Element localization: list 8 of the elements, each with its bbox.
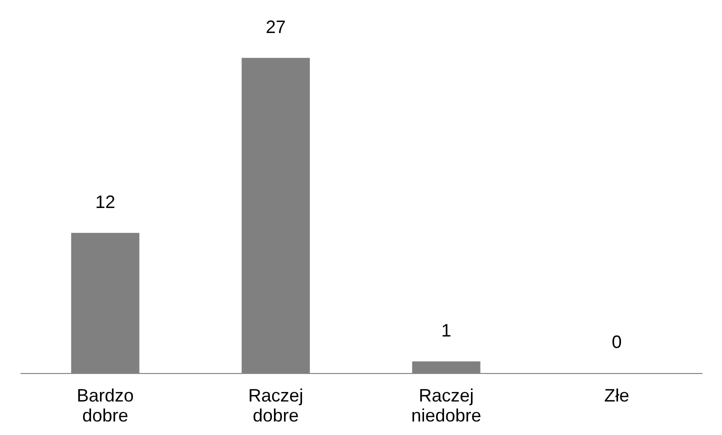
x-tick-label: Raczej dobre	[248, 386, 304, 426]
data-label: 27	[266, 16, 286, 37]
data-label: 12	[95, 192, 116, 212]
x-tick-label: Raczej niedobre	[411, 386, 482, 426]
x-tick-label: Bardzo dobre	[76, 386, 134, 426]
data-label: 1	[441, 320, 452, 340]
x-tick-label: Złe	[604, 386, 630, 406]
data-label: 0	[612, 332, 622, 352]
